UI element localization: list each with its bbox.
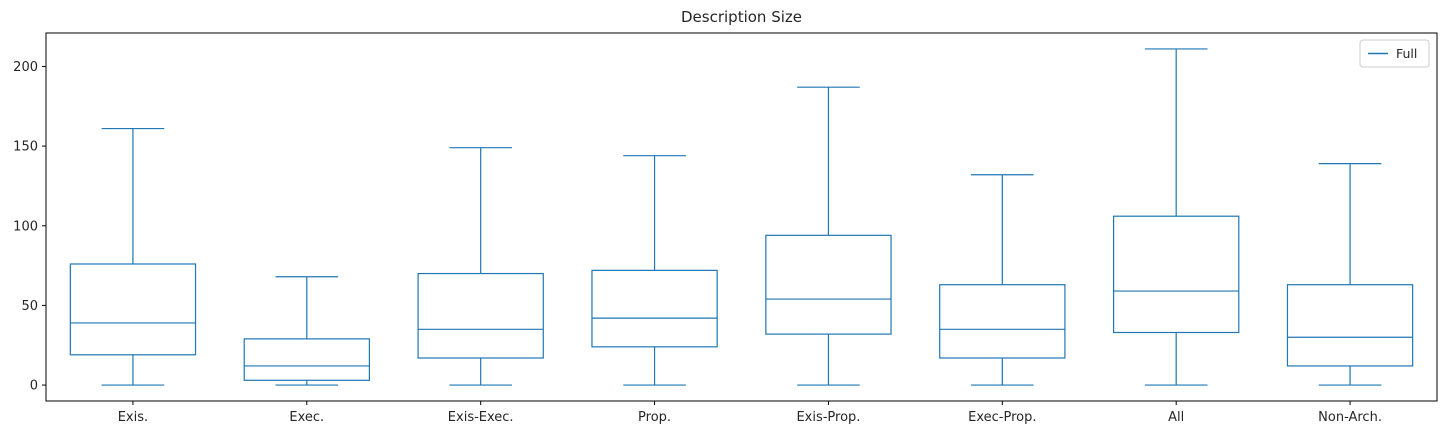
y-tick-label: 100 <box>13 219 38 234</box>
box-prop <box>591 155 718 386</box>
plot-area-frame <box>45 32 1438 402</box>
y-tick-label: 150 <box>13 140 38 155</box>
x-tick-label: Exec. <box>289 410 324 425</box>
box-iqr <box>243 338 371 381</box>
box-non-arch <box>1286 163 1414 386</box>
box-exec <box>243 276 371 386</box>
x-tick-label: Exec-Prop. <box>968 410 1036 425</box>
chart-title: Description Size <box>681 8 802 26</box>
y-axis: 0 50 100 150 200 <box>13 60 46 394</box>
y-tick-label: 0 <box>30 379 38 394</box>
box-iqr <box>69 263 197 356</box>
box-iqr <box>765 234 892 335</box>
legend: Full <box>1359 39 1430 68</box>
box-iqr <box>417 272 544 359</box>
box-exis-prop <box>765 86 892 386</box>
box-iqr <box>1286 284 1414 367</box>
box-series <box>69 48 1414 386</box>
x-tick-label: Exis. <box>118 410 148 425</box>
box-exec-prop <box>939 174 1066 386</box>
x-axis: Exis. Exec. Exis-Exec. Prop. Exis-Prop. Exec-… <box>118 401 1382 425</box>
legend-box <box>1359 39 1430 68</box>
x-tick-label: Non-Arch. <box>1318 410 1382 425</box>
box-iqr <box>939 284 1066 359</box>
box-iqr <box>591 269 718 348</box>
box-all <box>1112 48 1240 386</box>
y-tick-label: 50 <box>21 299 38 314</box>
x-tick-label: Exis-Prop. <box>796 410 860 425</box>
x-tick-label: Prop. <box>638 410 671 425</box>
y-tick-label: 200 <box>13 60 38 75</box>
legend-label: Full <box>1396 46 1417 61</box>
x-tick-label: All <box>1168 410 1184 425</box>
box-exis <box>69 127 197 386</box>
box-iqr <box>1112 215 1240 334</box>
x-tick-label: Exis-Exec. <box>448 410 514 425</box>
box-exis-exec <box>417 147 544 386</box>
